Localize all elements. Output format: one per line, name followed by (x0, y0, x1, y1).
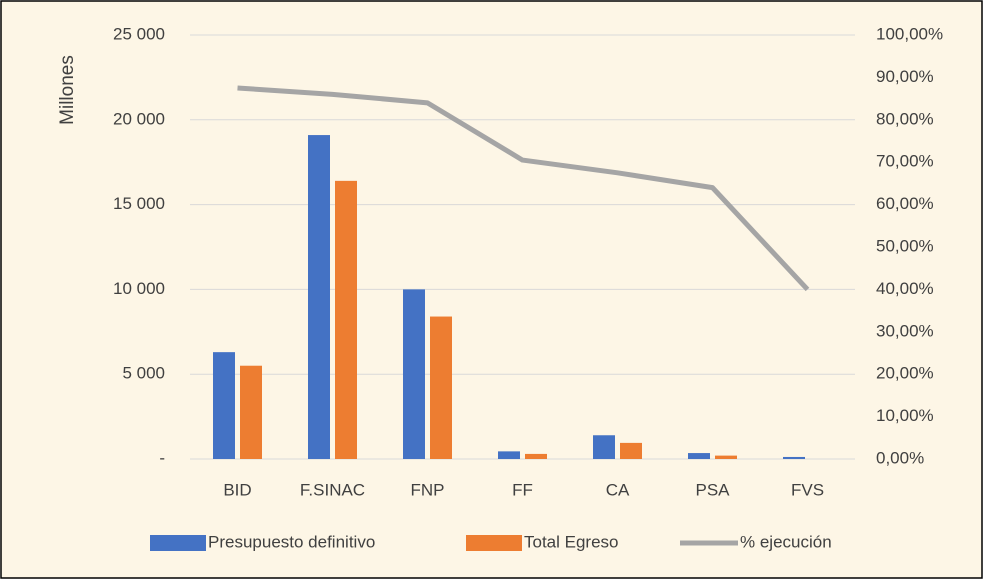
y-tick-label: 25 000 (113, 24, 165, 43)
bar (403, 289, 425, 459)
y2-tick-label: 70,00% (876, 152, 934, 171)
legend-swatch (150, 535, 206, 551)
bar (430, 316, 452, 459)
bar (620, 442, 642, 459)
y2-tick-label: 30,00% (876, 321, 934, 340)
y2-tick-label: 20,00% (876, 364, 934, 383)
bar (335, 180, 357, 459)
y-tick-label: 5 000 (122, 364, 165, 383)
bar (688, 453, 710, 459)
y2-tick-label: 60,00% (876, 194, 934, 213)
x-tick-label: F.SINAC (300, 480, 365, 499)
y2-tick-label: 50,00% (876, 236, 934, 255)
y-tick-label: 20 000 (113, 109, 165, 128)
x-tick-label: FNP (411, 480, 445, 499)
x-tick-label: FF (512, 480, 533, 499)
y2-tick-label: 40,00% (876, 279, 934, 298)
y2-tick-label: 90,00% (876, 67, 934, 86)
bar (715, 455, 737, 459)
y2-tick-label: 10,00% (876, 406, 934, 425)
bar (525, 453, 547, 459)
y-axis-label: Millones (57, 55, 78, 125)
legend-swatch (466, 535, 522, 551)
x-tick-label: CA (606, 480, 630, 499)
line (237, 85, 810, 292)
y2-tick-label: 0,00% (876, 448, 924, 467)
bar (498, 451, 520, 459)
y-tick-label: - (159, 448, 165, 467)
bar (308, 135, 330, 459)
y-tick-label: 15 000 (113, 194, 165, 213)
legend-label: Presupuesto definitivo (208, 532, 375, 551)
bar (783, 456, 805, 459)
y2-tick-label: 100,00% (876, 24, 943, 43)
x-tick-label: FVS (791, 480, 824, 499)
legend-label: Total Egreso (524, 532, 619, 551)
x-tick-label: PSA (695, 480, 730, 499)
y2-tick-label: 80,00% (876, 109, 934, 128)
bar (213, 352, 235, 459)
y-tick-label: 10 000 (113, 279, 165, 298)
bar (240, 365, 262, 459)
bar (593, 435, 615, 459)
legend-label: % ejecución (740, 532, 832, 551)
x-tick-label: BID (223, 480, 251, 499)
